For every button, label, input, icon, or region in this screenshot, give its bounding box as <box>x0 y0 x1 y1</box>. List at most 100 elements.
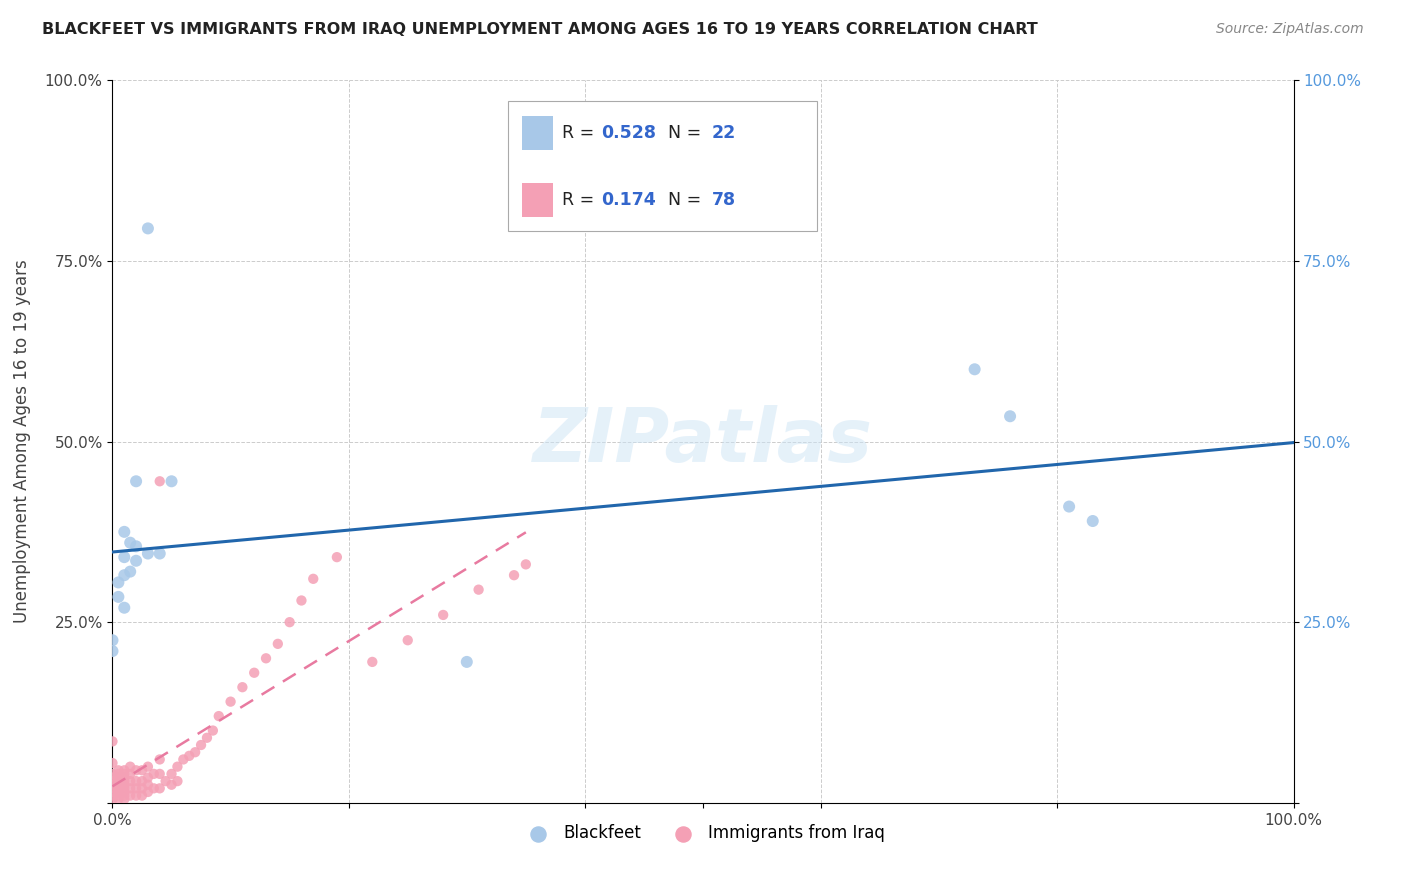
Point <box>112 781 135 796</box>
Point <box>101 734 124 748</box>
Point <box>101 774 124 789</box>
Point <box>107 764 129 778</box>
Point <box>107 789 129 803</box>
Point <box>107 575 129 590</box>
Point <box>107 792 129 806</box>
Point <box>112 524 135 539</box>
Point <box>112 767 135 781</box>
Y-axis label: Unemployment Among Ages 16 to 19 years: Unemployment Among Ages 16 to 19 years <box>13 260 31 624</box>
Point <box>267 637 290 651</box>
Point <box>136 785 159 799</box>
Text: R =: R = <box>561 192 599 210</box>
Point <box>107 785 129 799</box>
Point <box>136 547 159 561</box>
Point <box>107 778 129 792</box>
Point <box>120 774 142 789</box>
Point <box>160 778 183 792</box>
Point <box>219 695 242 709</box>
Point <box>160 767 183 781</box>
Point <box>149 752 172 766</box>
Point <box>120 767 142 781</box>
Point <box>243 665 266 680</box>
Point <box>456 655 478 669</box>
Point <box>361 655 384 669</box>
Text: 0.528: 0.528 <box>600 125 655 143</box>
Point <box>120 535 142 549</box>
Point <box>120 565 142 579</box>
Point <box>101 785 124 799</box>
Point <box>107 590 129 604</box>
Point <box>131 789 153 803</box>
Point <box>112 789 135 803</box>
Point <box>149 781 172 796</box>
Point <box>112 764 135 778</box>
Point <box>201 723 224 738</box>
Point <box>101 781 124 796</box>
Point <box>998 409 1021 424</box>
Point <box>963 362 986 376</box>
Point <box>107 781 129 796</box>
Point <box>149 475 172 489</box>
Point <box>290 593 312 607</box>
Legend: Blackfeet, Immigrants from Iraq: Blackfeet, Immigrants from Iraq <box>515 817 891 848</box>
Point <box>112 792 135 806</box>
Point <box>120 760 142 774</box>
Point <box>101 644 124 658</box>
Point <box>112 568 135 582</box>
Point <box>125 539 148 553</box>
Text: Source: ZipAtlas.com: Source: ZipAtlas.com <box>1216 22 1364 37</box>
Point <box>112 550 135 565</box>
Point <box>208 709 231 723</box>
Point <box>467 582 489 597</box>
Point <box>120 781 142 796</box>
Text: N =: N = <box>657 125 707 143</box>
Point <box>1081 514 1104 528</box>
Point <box>101 771 124 785</box>
Point <box>101 633 124 648</box>
Point <box>112 785 135 799</box>
Point <box>160 475 183 489</box>
Point <box>136 221 159 235</box>
Point <box>131 781 153 796</box>
Point <box>112 771 135 785</box>
Point <box>432 607 454 622</box>
Text: BLACKFEET VS IMMIGRANTS FROM IRAQ UNEMPLOYMENT AMONG AGES 16 TO 19 YEARS CORRELA: BLACKFEET VS IMMIGRANTS FROM IRAQ UNEMPL… <box>42 22 1038 37</box>
Point <box>1057 500 1080 514</box>
Point <box>125 774 148 789</box>
Text: 22: 22 <box>711 125 737 143</box>
Point <box>195 731 218 745</box>
Point <box>149 547 172 561</box>
Point <box>112 600 135 615</box>
Point <box>136 760 159 774</box>
Point <box>396 633 419 648</box>
Point <box>254 651 277 665</box>
Point <box>131 764 153 778</box>
Point <box>231 680 253 694</box>
Point <box>107 771 129 785</box>
Point <box>326 550 349 565</box>
Point <box>184 745 207 759</box>
Point <box>278 615 301 630</box>
Point <box>172 752 194 766</box>
Point <box>125 764 148 778</box>
Point <box>166 760 188 774</box>
Point <box>142 767 165 781</box>
Point <box>101 778 124 792</box>
Point <box>190 738 212 752</box>
Point <box>125 554 148 568</box>
Text: R =: R = <box>561 125 599 143</box>
Point <box>166 774 188 789</box>
Point <box>179 748 201 763</box>
Point <box>136 778 159 792</box>
Point <box>101 756 124 770</box>
Point <box>302 572 325 586</box>
Point <box>101 792 124 806</box>
Point <box>112 774 135 789</box>
Point <box>107 767 129 781</box>
Point <box>136 771 159 785</box>
Point <box>112 778 135 792</box>
Point <box>125 789 148 803</box>
Point <box>503 568 526 582</box>
Text: 78: 78 <box>711 192 737 210</box>
Text: ZIPatlas: ZIPatlas <box>533 405 873 478</box>
